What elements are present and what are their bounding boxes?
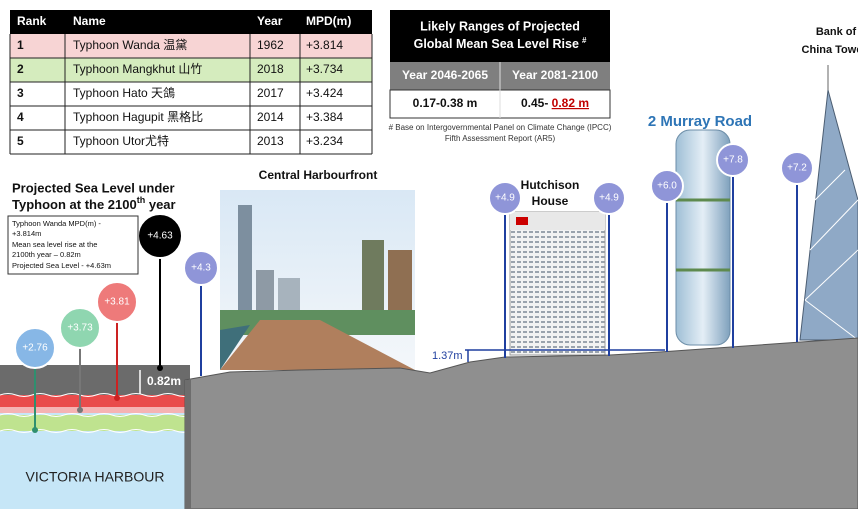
hutchison-house [510, 212, 605, 355]
table-header: Rank [17, 14, 47, 28]
table-cell: 2018 [257, 62, 284, 76]
ranges-title-text: Global Mean Sea Level Rise [414, 37, 579, 51]
harbour-label: VICTORIA HARBOUR [26, 469, 165, 485]
ranges-value: 0.45- 0.82 m [521, 96, 589, 110]
table-cell: 2013 [257, 134, 284, 148]
table-cell: 1 [17, 38, 24, 52]
table-cell: 3 [17, 86, 24, 100]
level-label: +4.63 [147, 231, 173, 242]
table-cell: +3.424 [306, 86, 343, 100]
table-cell: 2017 [257, 86, 284, 100]
level-label: +3.73 [67, 323, 93, 334]
ranges-title: Likely Ranges of Projected [420, 19, 580, 33]
ranges-footnote: # Base on Intergovernmental Panel on Cli… [389, 123, 612, 132]
rise-label: 0.82m [147, 374, 181, 388]
place-label: Bank of [816, 26, 857, 38]
level-label: +7.2 [787, 163, 807, 174]
table-cell: 4 [17, 110, 24, 124]
note-line: Typhoon Wanda MPD(m) - [12, 219, 101, 228]
heading: Typhoon at the 2100th year [12, 195, 176, 212]
level-label: 1.37m [432, 350, 463, 362]
level-label: +4.3 [191, 263, 211, 274]
ranges-column: Year 2046-2065 [402, 68, 488, 82]
table-cell: +3.734 [306, 62, 343, 76]
table-cell: 1962 [257, 38, 284, 52]
level-label: +3.81 [104, 297, 130, 308]
heading-text: Typhoon at the 2100 [12, 197, 137, 212]
heading-tail: year [145, 197, 175, 212]
table-cell: Typhoon Mangkhut 山竹 [73, 62, 202, 76]
table-cell: 2 [17, 62, 24, 76]
ranges-footnote: Fifth Assessment Report (AR5) [445, 134, 556, 143]
table-header: Year [257, 14, 283, 28]
central-harbourfront-photo [220, 190, 415, 370]
typhoon-table: Rank Name Year MPD(m) 1 Typhoon Wanda 温黛 1… [10, 10, 372, 154]
level-label: +7.8 [723, 155, 743, 166]
note-line: Projected Sea Level - +4.63m [12, 261, 111, 270]
note-line: +3.814m [12, 229, 41, 238]
place-label: 2 Murray Road [648, 113, 752, 130]
infographic: VICTORIA HARBOUR 0.82m 1.37m +2.76 [0, 0, 858, 509]
ranges-title-mark: # [582, 36, 587, 45]
level-label: +2.76 [22, 343, 48, 354]
note: Typhoon Wanda MPD(m) - +3.814m Mean sea … [12, 219, 111, 270]
note-line: 2100th year – 0.82m [12, 250, 81, 259]
bank-of-china-tower [800, 65, 858, 340]
ranges-value-highlight: 0.82 m [552, 96, 589, 110]
level-label: +4.9 [599, 193, 619, 204]
place-label: House [532, 194, 569, 208]
table-cell: Typhoon Wanda 温黛 [73, 38, 187, 52]
ranges-title: Global Mean Sea Level Rise# [414, 36, 587, 51]
level-label: +6.0 [657, 181, 677, 192]
table-cell: +3.384 [306, 110, 343, 124]
table-cell: +3.814 [306, 38, 343, 52]
table-cell: Typhoon Utor尤特 [73, 133, 169, 148]
table-cell: 5 [17, 134, 24, 148]
table-header: MPD(m) [306, 14, 351, 28]
note-line: Mean sea level rise at the [12, 240, 97, 249]
ranges-box: Likely Ranges of Projected Global Mean S… [389, 10, 612, 143]
table-cell: +3.234 [306, 134, 343, 148]
heading-sup: th [137, 195, 146, 205]
table-cell: 2014 [257, 110, 284, 124]
table-header: Name [73, 14, 106, 28]
table-cell: Typhoon Hagupit 黑格比 [73, 109, 203, 124]
place-label: Central Harbourfront [259, 168, 378, 182]
place-label: Hutchison [521, 178, 580, 192]
heading: Projected Sea Level under [12, 180, 175, 195]
ranges-value-part: 0.45- [521, 96, 552, 110]
level-label: +4.9 [495, 193, 515, 204]
ranges-value: 0.17-0.38 m [413, 96, 478, 110]
ranges-column: Year 2081-2100 [512, 68, 598, 82]
place-label: China Towe [802, 44, 858, 56]
table-cell: Typhoon Hato 天鴿 [73, 86, 175, 100]
